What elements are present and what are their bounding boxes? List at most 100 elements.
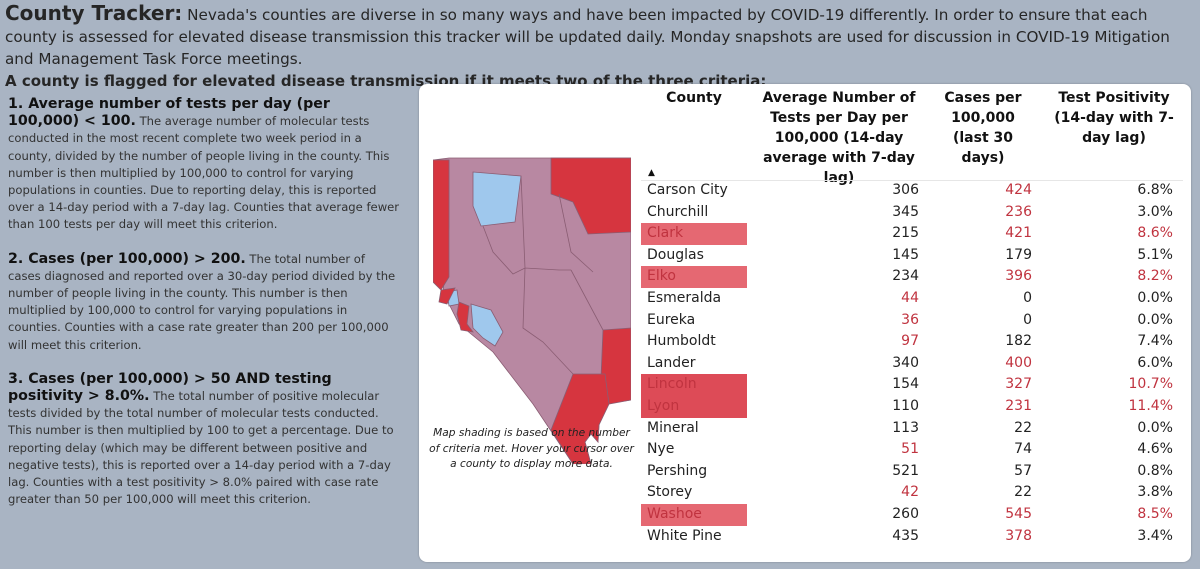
cases-per-100k-cell: 231: [1005, 398, 1032, 414]
county-name-cell: Esmeralda: [647, 290, 722, 306]
col-cases[interactable]: Cases per 100,000 (last 30 days): [944, 90, 1022, 166]
col-county[interactable]: County: [666, 90, 722, 106]
tests-per-day-cell: 110: [892, 398, 919, 414]
test-positivity-cell: 3.8%: [1137, 484, 1173, 501]
table-row[interactable]: Lyon 110 231 11.4%: [641, 396, 1183, 418]
tests-per-day-cell: 51: [901, 441, 919, 458]
cases-per-100k-cell: 0: [1023, 311, 1032, 328]
test-positivity-cell: 0.8%: [1137, 462, 1173, 479]
county-mineral[interactable]: [470, 303, 504, 347]
table-row[interactable]: Eureka 36 0 0.0%: [641, 310, 1183, 332]
table-row[interactable]: Lincoln 154 327 10.7%: [641, 374, 1183, 396]
tests-per-day-cell: 36: [901, 311, 919, 328]
county-name-cell: Eureka: [647, 311, 696, 328]
cases-per-100k-cell: 421: [1005, 225, 1032, 242]
tests-per-day-cell: 435: [892, 527, 919, 544]
cases-per-100k-cell: 182: [1005, 333, 1032, 350]
criterion-heading: 2. Cases (per 100,000) > 200.: [8, 250, 246, 267]
test-positivity-cell: 10.7%: [1128, 376, 1173, 393]
tracker-card: Map shading is based on the number of cr…: [419, 84, 1191, 562]
cases-per-100k-cell: 179: [1005, 246, 1032, 263]
criterion-heading: 3. Cases (per 100,000) > 50 AND testing …: [8, 370, 332, 405]
col-positivity[interactable]: Test Positivity (14-day with 7-day lag): [1054, 90, 1174, 146]
table-row[interactable]: Douglas 145 179 5.1%: [641, 245, 1183, 267]
map-note: Map shading is based on the number of cr…: [429, 427, 634, 471]
cases-per-100k-cell: 327: [1005, 376, 1032, 393]
table-row[interactable]: Humboldt 97 182 7.4%: [641, 331, 1183, 353]
intro-text: Nevada's counties are diverse in so many…: [5, 6, 1170, 68]
cases-per-100k-cell: 0: [1023, 290, 1032, 306]
county-name-cell: Lincoln: [641, 374, 747, 396]
test-positivity-cell: 0.0%: [1137, 419, 1173, 436]
cases-per-100k-cell: 57: [1014, 462, 1032, 479]
county-name-cell: Pershing: [647, 462, 708, 479]
table-row[interactable]: Elko 234 396 8.2%: [641, 266, 1183, 288]
test-positivity-cell: 0.0%: [1137, 311, 1173, 328]
page-title: County Tracker:: [5, 1, 183, 25]
county-elko[interactable]: [550, 157, 631, 235]
tests-per-day-cell: 154: [892, 376, 919, 393]
county-washoe[interactable]: [433, 159, 450, 291]
criterion-body: The average number of molecular tests co…: [8, 114, 400, 232]
test-positivity-cell: 8.2%: [1137, 268, 1173, 285]
test-positivity-cell: 8.5%: [1137, 506, 1173, 522]
tests-per-day-cell: 44: [901, 290, 919, 306]
county-clark[interactable]: [550, 373, 610, 464]
county-name-cell: Clark: [641, 223, 747, 245]
table-row[interactable]: Clark 215 421 8.6%: [641, 223, 1183, 245]
county-name-cell: White Pine: [647, 527, 722, 544]
county-lyon[interactable]: [456, 301, 474, 333]
sort-ascending-icon[interactable]: ▲: [648, 168, 655, 178]
nevada-county-map[interactable]: [433, 142, 631, 464]
tests-per-day-cell: 306: [892, 182, 919, 198]
county-lincoln[interactable]: [600, 327, 631, 405]
test-positivity-cell: 8.6%: [1137, 225, 1173, 242]
cases-per-100k-cell: 396: [1005, 268, 1032, 285]
county-name-cell: Nye: [647, 441, 675, 458]
test-positivity-cell: 4.6%: [1137, 441, 1173, 458]
cases-per-100k-cell: 236: [1005, 203, 1032, 220]
county-name-cell: Douglas: [647, 246, 704, 263]
table-row[interactable]: Nye 51 74 4.6%: [641, 439, 1183, 461]
criterion-1: 1. Average number of tests per day (per …: [8, 96, 400, 234]
tests-per-day-cell: 42: [901, 484, 919, 501]
table-row[interactable]: Washoe 260 545 8.5%: [641, 504, 1183, 526]
criterion-heading: 1. Average number of tests per day (per …: [8, 96, 330, 130]
test-positivity-cell: 11.4%: [1128, 398, 1173, 414]
test-positivity-cell: 6.0%: [1137, 354, 1173, 371]
cases-per-100k-cell: 424: [1005, 182, 1032, 198]
tests-per-day-cell: 345: [892, 203, 919, 220]
col-tests[interactable]: Average Number of Tests per Day per 100,…: [762, 90, 916, 186]
table-row[interactable]: White Pine 435 378 3.4%: [641, 526, 1183, 548]
cases-per-100k-cell: 378: [1005, 527, 1032, 544]
test-positivity-cell: 3.0%: [1137, 203, 1173, 220]
county-name-cell: Lander: [647, 354, 696, 371]
table-row[interactable]: Storey 42 22 3.8%: [641, 482, 1183, 504]
tests-per-day-cell: 215: [892, 225, 919, 242]
county-name-cell: Mineral: [647, 419, 699, 436]
table-row[interactable]: Churchill 345 236 3.0%: [641, 202, 1183, 224]
county-humboldt[interactable]: [472, 171, 522, 227]
tests-per-day-cell: 97: [901, 333, 919, 350]
criterion-body: The total number of positive molecular t…: [8, 389, 394, 507]
county-name-cell: Storey: [647, 484, 693, 501]
tests-per-day-cell: 145: [892, 246, 919, 263]
test-positivity-cell: 0.0%: [1137, 290, 1173, 306]
tests-per-day-cell: 521: [892, 462, 919, 479]
table-row[interactable]: Mineral 113 22 0.0%: [641, 418, 1183, 440]
test-positivity-cell: 5.1%: [1137, 246, 1173, 263]
table-row[interactable]: Carson City 306 424 6.8%: [641, 180, 1183, 202]
tests-per-day-cell: 340: [892, 354, 919, 371]
county-name-cell: Washoe: [641, 504, 747, 526]
criterion-3: 3. Cases (per 100,000) > 50 AND testing …: [8, 371, 400, 509]
table-row[interactable]: Esmeralda 44 0 0.0%: [641, 288, 1183, 310]
header-divider: [641, 180, 1183, 181]
county-carson[interactable]: [438, 287, 456, 305]
table-row[interactable]: Lander 340 400 6.0%: [641, 353, 1183, 375]
county-name-cell: Churchill: [647, 203, 709, 220]
county-name-cell: Lyon: [641, 396, 747, 418]
tests-per-day-cell: 113: [892, 419, 919, 436]
table-row[interactable]: Pershing 521 57 0.8%: [641, 461, 1183, 483]
cases-per-100k-cell: 400: [1005, 354, 1032, 371]
cases-per-100k-cell: 74: [1014, 441, 1032, 458]
